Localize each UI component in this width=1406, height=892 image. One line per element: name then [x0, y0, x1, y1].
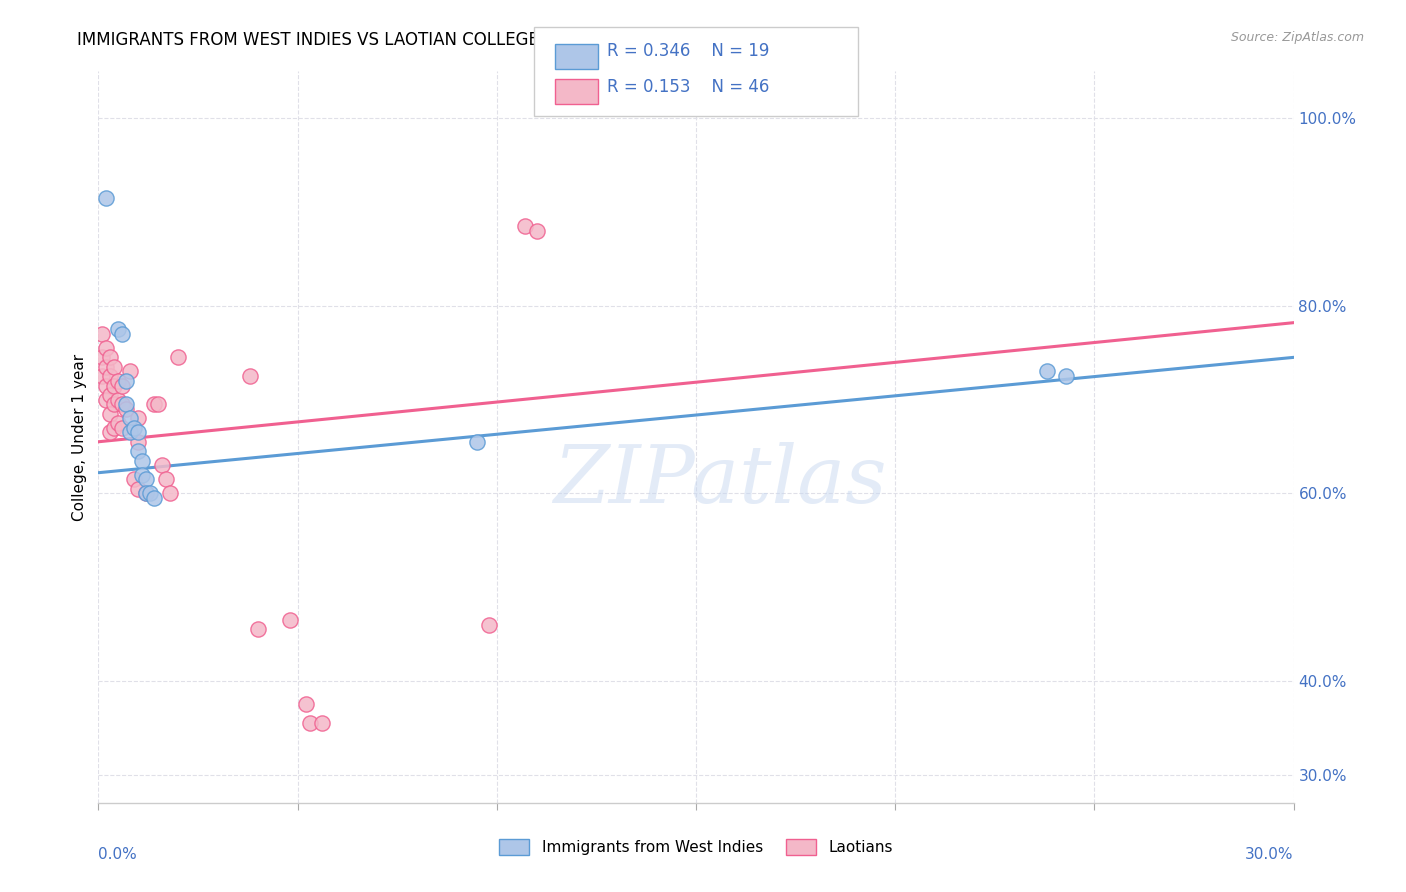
- Point: [91, 369, 114, 384]
- Point: [98, 407, 122, 421]
- Text: IMMIGRANTS FROM WEST INDIES VS LAOTIAN COLLEGE, UNDER 1 YEAR CORRELATION CHART: IMMIGRANTS FROM WEST INDIES VS LAOTIAN C…: [77, 31, 859, 49]
- Point: [139, 486, 162, 500]
- Text: R = 0.153    N = 46: R = 0.153 N = 46: [607, 78, 769, 95]
- Point: [107, 392, 129, 407]
- Point: [1056, 369, 1078, 384]
- Text: Source: ZipAtlas.com: Source: ZipAtlas.com: [1230, 31, 1364, 45]
- Point: [96, 191, 118, 205]
- Text: 30.0%: 30.0%: [1246, 847, 1294, 862]
- Point: [120, 411, 142, 425]
- Point: [98, 425, 122, 440]
- Point: [465, 434, 488, 449]
- Point: [111, 420, 134, 434]
- Point: [135, 472, 157, 486]
- Point: [107, 322, 129, 336]
- Point: [98, 369, 122, 384]
- Point: [91, 326, 114, 341]
- Point: [127, 482, 149, 496]
- Point: [131, 453, 153, 467]
- Point: [143, 491, 166, 505]
- Point: [159, 486, 181, 500]
- Text: R = 0.346    N = 19: R = 0.346 N = 19: [607, 42, 769, 60]
- Point: [111, 397, 134, 411]
- Point: [115, 397, 138, 411]
- Point: [115, 401, 138, 416]
- Point: [526, 224, 548, 238]
- Point: [103, 420, 125, 434]
- Point: [111, 378, 134, 392]
- Point: [98, 388, 122, 402]
- Point: [150, 458, 173, 473]
- Point: [91, 351, 114, 365]
- Point: [1035, 364, 1057, 378]
- Point: [513, 219, 536, 233]
- Point: [103, 359, 125, 374]
- Point: [478, 617, 501, 632]
- Point: [131, 467, 153, 482]
- Y-axis label: College, Under 1 year: College, Under 1 year: [72, 353, 87, 521]
- Point: [124, 472, 146, 486]
- Point: [148, 397, 170, 411]
- Point: [111, 326, 134, 341]
- Point: [103, 378, 125, 392]
- Point: [98, 351, 122, 365]
- Legend: Immigrants from West Indies, Laotians: Immigrants from West Indies, Laotians: [492, 833, 900, 861]
- Point: [311, 716, 333, 731]
- Point: [127, 411, 149, 425]
- Text: 0.0%: 0.0%: [98, 847, 138, 862]
- Point: [107, 416, 129, 430]
- Point: [143, 397, 166, 411]
- Point: [294, 698, 316, 712]
- Point: [96, 392, 118, 407]
- Point: [298, 716, 321, 731]
- Point: [155, 472, 177, 486]
- Point: [135, 486, 157, 500]
- Point: [239, 369, 262, 384]
- Point: [120, 364, 142, 378]
- Point: [120, 425, 142, 440]
- Point: [278, 613, 301, 627]
- Point: [127, 444, 149, 458]
- Point: [96, 359, 118, 374]
- Point: [135, 486, 157, 500]
- Point: [115, 374, 138, 388]
- Point: [246, 623, 269, 637]
- Point: [124, 420, 146, 434]
- Point: [127, 425, 149, 440]
- Text: ZIPatlas: ZIPatlas: [553, 442, 887, 520]
- Point: [127, 434, 149, 449]
- Point: [96, 341, 118, 355]
- Point: [107, 374, 129, 388]
- Point: [103, 397, 125, 411]
- Point: [167, 351, 190, 365]
- Point: [96, 378, 118, 392]
